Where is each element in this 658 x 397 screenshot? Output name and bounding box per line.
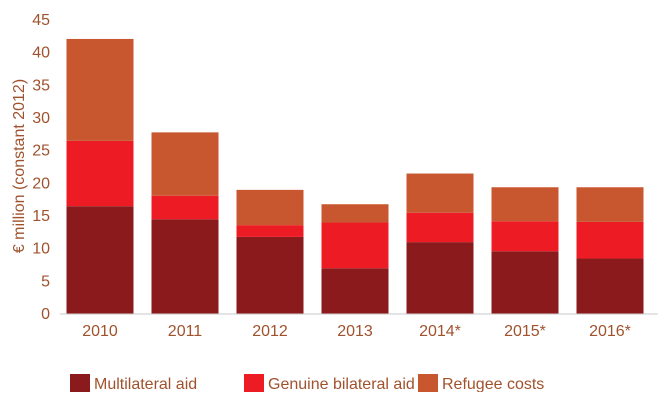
bar-segment <box>406 242 474 314</box>
bar-segment <box>236 225 304 237</box>
y-tick-label: 25 <box>32 143 50 160</box>
legend-swatch <box>70 374 90 392</box>
bar-segment <box>151 195 219 220</box>
y-tick-label: 35 <box>32 77 50 94</box>
legend-label: Genuine bilateral aid <box>268 376 415 392</box>
legend: Multilateral aid Genuine bilateral aid Ref… <box>70 374 544 393</box>
bar-segment <box>576 187 644 222</box>
bar-segment <box>321 204 389 223</box>
bar-segment <box>321 268 389 314</box>
legend-swatch <box>244 374 264 392</box>
bar-segment <box>491 221 559 252</box>
y-tick-label: 5 <box>41 273 50 290</box>
bar-segment <box>491 187 559 222</box>
y-axis-label: € million (constant 2012) <box>11 79 28 253</box>
x-tick-label: 2010 <box>82 323 118 340</box>
bar-segment <box>66 140 134 207</box>
bar-segment <box>576 258 644 314</box>
legend-label: Refugee costs <box>442 376 544 392</box>
y-tick-label: 40 <box>32 45 50 62</box>
bar-segment <box>406 173 474 213</box>
bar-segment <box>406 212 474 243</box>
y-tick-label: 10 <box>32 241 50 258</box>
bar-segment <box>236 189 304 226</box>
bar-segment <box>66 206 134 314</box>
bar-segment <box>576 221 644 259</box>
x-tick-label: 2016* <box>589 323 631 340</box>
bars-layer <box>66 38 644 314</box>
bar-segment <box>236 236 304 314</box>
y-tick-label: 15 <box>32 208 50 225</box>
x-axis-ticks: 2010 2011 2012 2013 2014* 2015* 2016* <box>82 323 631 340</box>
x-tick-label: 2015* <box>504 323 546 340</box>
legend-swatch <box>418 374 438 392</box>
y-tick-label: 30 <box>32 110 50 127</box>
bar-segment <box>151 219 219 314</box>
x-tick-label: 2013 <box>337 323 373 340</box>
y-axis-ticks: 0 5 10 15 20 25 30 35 40 45 <box>32 12 50 323</box>
y-tick-label: 45 <box>32 12 50 29</box>
bar-segment <box>321 222 389 269</box>
bar-segment <box>491 251 559 314</box>
legend-label: Multilateral aid <box>94 376 197 392</box>
bar-segment <box>66 38 134 141</box>
y-tick-label: 20 <box>32 175 50 192</box>
x-tick-label: 2011 <box>168 323 203 340</box>
x-tick-label: 2014* <box>419 323 461 340</box>
y-tick-label: 0 <box>41 306 50 323</box>
x-tick-label: 2012 <box>252 323 288 340</box>
bar-segment <box>151 132 219 196</box>
